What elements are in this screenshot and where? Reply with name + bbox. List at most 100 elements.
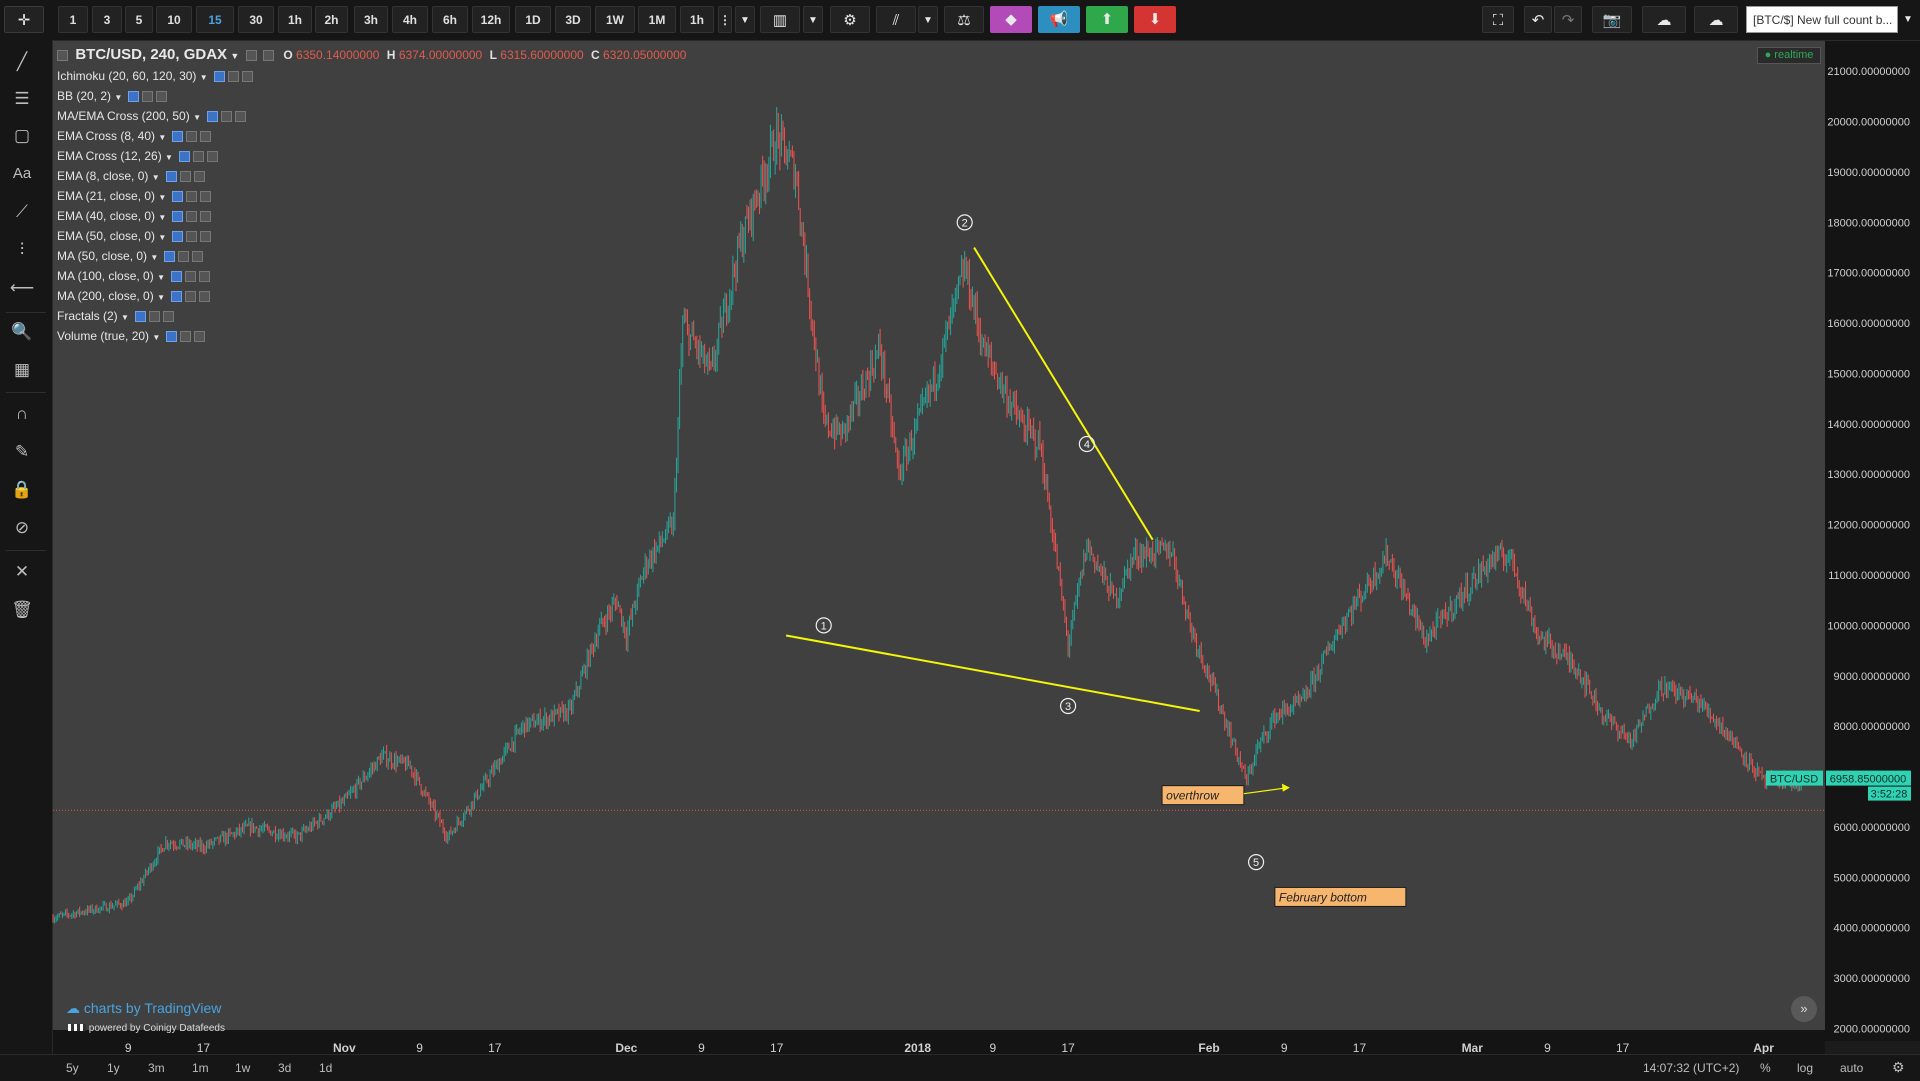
indicator-label[interactable]: EMA (40, close, 0) [57, 209, 156, 223]
indicator-settings-icon[interactable] [186, 191, 198, 202]
symbol-dropdown[interactable]: ▼ [1898, 6, 1918, 33]
indicator-label[interactable]: MA (100, close, 0) [57, 269, 154, 283]
indicator-label[interactable]: Volume (true, 20) [57, 329, 150, 343]
zoom-tool[interactable]: 🔍 [8, 318, 36, 346]
indicator-close-icon[interactable] [200, 131, 212, 142]
interval-button-12[interactable]: 1D [515, 6, 551, 33]
chevron-down-icon[interactable]: ▼ [114, 93, 123, 102]
indicator-visibility-icon[interactable] [164, 251, 176, 262]
symbol-close-icon[interactable] [263, 50, 274, 61]
indicator-close-icon[interactable] [200, 211, 212, 222]
cloud-load-button[interactable]: ☁ [1642, 6, 1686, 33]
range-button-1m[interactable]: 1m [192, 1061, 209, 1075]
interval-button-11[interactable]: 12h [472, 6, 510, 33]
symbol-settings-icon[interactable] [245, 50, 257, 61]
crosshair-button[interactable]: ✛ [4, 6, 44, 33]
settings-button[interactable]: ⚙ [830, 6, 870, 33]
cloud-save-button[interactable]: ☁ [1694, 6, 1738, 33]
redo-button[interactable]: ↷ [1554, 6, 1582, 33]
magnet-tool[interactable]: ∩ [8, 400, 36, 428]
indicator-visibility-icon[interactable] [172, 231, 184, 242]
indicator-close-icon[interactable] [234, 111, 246, 122]
chevron-down-icon[interactable]: ▼ [152, 333, 161, 342]
interval-button-0[interactable]: 1 [58, 6, 88, 33]
range-button-3d[interactable]: 3d [278, 1061, 292, 1075]
more-intervals-button[interactable]: ⋮ [718, 6, 732, 33]
indicators-button[interactable]: ⫽ [876, 6, 916, 33]
indicator-visibility-icon[interactable] [170, 271, 182, 282]
indicator-settings-icon[interactable] [186, 211, 198, 222]
symbol-search-input[interactable]: [BTC/$] New full count b... [1746, 6, 1898, 33]
snapshot-button[interactable]: 📷 [1592, 6, 1632, 33]
indicator-row[interactable]: EMA Cross (8, 40) ▼ [57, 129, 212, 143]
indicator-row[interactable]: MA (100, close, 0) ▼ [57, 269, 210, 283]
indicator-visibility-icon[interactable] [166, 331, 178, 342]
time-axis[interactable] [53, 1030, 1825, 1054]
interval-button-8[interactable]: 3h [354, 6, 388, 33]
cube-button[interactable]: ◆ [990, 6, 1032, 33]
indicator-close-icon[interactable] [198, 291, 210, 302]
indicator-visibility-icon[interactable] [172, 211, 184, 222]
indicator-close-icon[interactable] [192, 251, 204, 262]
indicator-visibility-icon[interactable] [165, 171, 177, 182]
chevron-down-icon[interactable]: ▼ [193, 113, 201, 122]
indicator-label[interactable]: EMA Cross (12, 26) [57, 149, 162, 163]
range-button-1d[interactable]: 1d [319, 1061, 333, 1075]
indicator-label[interactable]: MA (50, close, 0) [57, 249, 148, 263]
pencil-tool[interactable]: ✎ [8, 438, 36, 466]
sell-button[interactable]: ⬇ [1134, 6, 1176, 33]
indicator-close-icon[interactable] [194, 331, 206, 342]
indicator-close-icon[interactable] [162, 311, 174, 322]
indicator-label[interactable]: EMA (21, close, 0) [57, 189, 156, 203]
indicator-row[interactable]: Ichimoku (20, 60, 120, 30) ▼ [57, 69, 253, 83]
chevron-down-icon[interactable]: ▼ [157, 293, 165, 302]
indicator-label[interactable]: EMA (50, close, 0) [57, 229, 156, 243]
scroll-to-realtime-button[interactable]: » [1791, 996, 1817, 1022]
chevron-down-icon[interactable]: ▼ [150, 253, 159, 262]
indicator-settings-icon[interactable] [184, 271, 196, 282]
indicator-close-icon[interactable] [241, 71, 253, 82]
indicator-visibility-icon[interactable] [128, 91, 140, 102]
interval-button-6[interactable]: 1h [278, 6, 312, 33]
indicator-close-icon[interactable] [156, 91, 168, 102]
tradingview-branding[interactable]: ☁ charts by TradingView [66, 1000, 221, 1017]
interval-button-7[interactable]: 2h [315, 6, 348, 33]
interval-button-1[interactable]: 3 [92, 6, 122, 33]
indicator-label[interactable]: MA (200, close, 0) [57, 289, 154, 303]
indicator-settings-icon[interactable] [148, 311, 160, 322]
settings-gear-button[interactable]: ⚙ [1892, 1059, 1905, 1076]
clock[interactable]: 14:07:32 (UTC+2) [1643, 1061, 1740, 1075]
indicator-row[interactable]: Volume (true, 20) ▼ [57, 329, 206, 343]
indicator-row[interactable]: EMA (50, close, 0) ▼ [57, 229, 212, 243]
indicator-settings-icon[interactable] [184, 291, 196, 302]
interval-button-16[interactable]: 1h [680, 6, 714, 33]
chevron-down-icon[interactable]: ▼ [158, 213, 167, 222]
line-tool[interactable]: ╱ [8, 48, 36, 76]
range-button-1y[interactable]: 1y [107, 1061, 120, 1075]
interval-button-14[interactable]: 1W [595, 6, 635, 33]
indicator-settings-icon[interactable] [227, 71, 239, 82]
interval-button-13[interactable]: 3D [555, 6, 591, 33]
buy-button[interactable]: ⬆ [1086, 6, 1128, 33]
indicator-label[interactable]: Ichimoku (20, 60, 120, 30) [57, 69, 197, 83]
legend-collapse-icon[interactable] [57, 50, 68, 61]
range-button-1w[interactable]: 1w [235, 1061, 251, 1075]
interval-button-3[interactable]: 10 [156, 6, 192, 33]
indicator-visibility-icon[interactable] [172, 131, 184, 142]
indicator-label[interactable]: Fractals (2) [57, 309, 118, 323]
indicator-settings-icon[interactable] [192, 151, 204, 162]
measure-tool[interactable]: ▦ [8, 356, 36, 384]
symbol-title[interactable]: BTC/USD, 240, GDAX [75, 46, 228, 63]
indicator-label[interactable]: EMA Cross (8, 40) [57, 129, 156, 143]
indicator-settings-icon[interactable] [179, 171, 191, 182]
indicator-visibility-icon[interactable] [178, 151, 190, 162]
indicator-visibility-icon[interactable] [213, 71, 225, 82]
fullscreen-button[interactable]: ⛶ [1482, 6, 1514, 33]
indicator-row[interactable]: MA (50, close, 0) ▼ [57, 249, 204, 263]
text-tool[interactable]: Aa [8, 160, 36, 188]
indicator-label[interactable]: BB (20, 2) [57, 89, 112, 103]
indicator-visibility-icon[interactable] [134, 311, 146, 322]
indicator-label[interactable]: MA/EMA Cross (200, 50) [57, 109, 190, 123]
chart-pane[interactable] [53, 41, 1825, 1041]
fib-tool[interactable]: ⫶ [8, 236, 36, 264]
